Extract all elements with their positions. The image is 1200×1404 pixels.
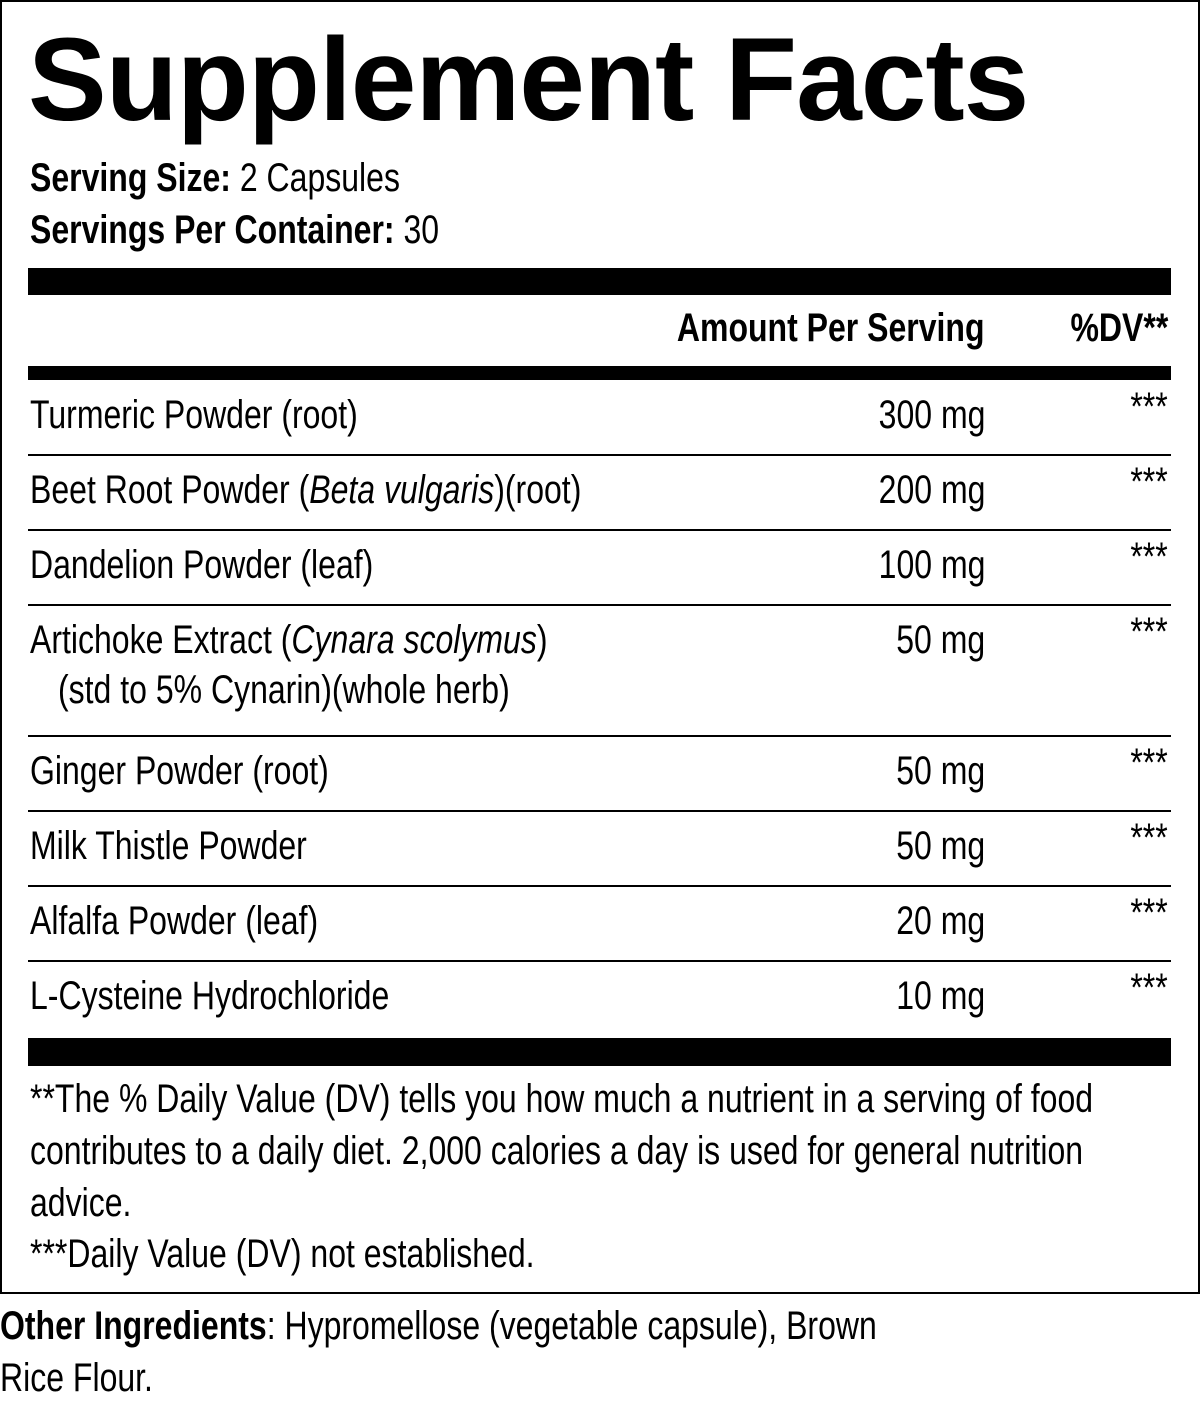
servings-label: Servings Per Container: xyxy=(30,208,395,252)
amount: 20 mg xyxy=(896,899,985,943)
amount: 300 mg xyxy=(878,393,985,437)
ingredient-name: Dandelion Powder (leaf) xyxy=(30,543,374,587)
ingredient-name: L-Cysteine Hydrochloride xyxy=(30,974,390,1018)
ingredient-name: Alfalfa Powder (leaf) xyxy=(30,899,319,943)
thick-bar xyxy=(28,366,1171,380)
amount: 10 mg xyxy=(896,974,985,1018)
daily-value: *** xyxy=(1130,966,1168,1010)
other-ingredients: Other Ingredients: Hypromellose (vegetab… xyxy=(0,1300,920,1404)
thick-bar xyxy=(28,1038,1171,1066)
ingredient-name: Beet Root Powder (Beta vulgaris)(root) xyxy=(30,465,581,515)
footnote: ***Daily Value (DV) not established. xyxy=(30,1232,535,1276)
serving-size-label: Serving Size: xyxy=(30,156,231,200)
row-rule xyxy=(28,735,1171,737)
name-italic: Beta vulgaris xyxy=(309,468,495,512)
name-italic: Cynara scolymus xyxy=(291,618,537,662)
name-part: Artichoke Extract ( xyxy=(30,618,292,662)
daily-value: *** xyxy=(1130,891,1168,935)
amount-header: Amount Per Serving xyxy=(677,306,985,350)
row-rule xyxy=(28,454,1171,456)
daily-value: *** xyxy=(1130,460,1168,504)
servings-per-container: Servings Per Container: 30 xyxy=(30,205,439,255)
daily-value: *** xyxy=(1130,535,1168,579)
other-ingredients-text: : Hypromellose (vegetable capsule), Brow… xyxy=(0,1304,877,1400)
daily-value: *** xyxy=(1130,385,1168,429)
row-rule xyxy=(28,604,1171,606)
amount: 50 mg xyxy=(896,824,985,868)
row-rule xyxy=(28,529,1171,531)
label-border xyxy=(0,0,1200,1294)
serving-size: Serving Size: 2 Capsules xyxy=(30,153,400,203)
name-part: Beet Root Powder ( xyxy=(30,468,310,512)
daily-value: *** xyxy=(1130,816,1168,860)
ingredient-detail: (std to 5% Cynarin)(whole herb) xyxy=(58,668,510,712)
other-ingredients-label: Other Ingredients xyxy=(0,1304,267,1348)
daily-value: *** xyxy=(1130,741,1168,785)
row-rule xyxy=(28,885,1171,887)
daily-value: *** xyxy=(1130,610,1168,654)
ingredient-name: Artichoke Extract (Cynara scolymus) xyxy=(30,615,547,665)
amount: 100 mg xyxy=(878,543,985,587)
thick-bar xyxy=(28,268,1171,295)
name-part: )(root) xyxy=(494,468,582,512)
title: Supplement Facts xyxy=(28,14,1029,146)
serving-size-value: 2 Capsules xyxy=(239,156,400,200)
name-part: ) xyxy=(536,618,548,662)
amount: 50 mg xyxy=(896,749,985,793)
footnote: **The % Daily Value (DV) tells you how m… xyxy=(30,1077,1094,1225)
dv-header: %DV** xyxy=(1070,306,1168,350)
row-rule xyxy=(28,960,1171,962)
amount: 50 mg xyxy=(896,618,985,662)
ingredient-name: Turmeric Powder (root) xyxy=(30,393,358,437)
ingredient-name: Milk Thistle Powder xyxy=(30,824,307,868)
row-rule xyxy=(28,810,1171,812)
ingredient-name: Ginger Powder (root) xyxy=(30,749,329,793)
servings-value: 30 xyxy=(403,208,440,252)
amount: 200 mg xyxy=(878,468,985,512)
